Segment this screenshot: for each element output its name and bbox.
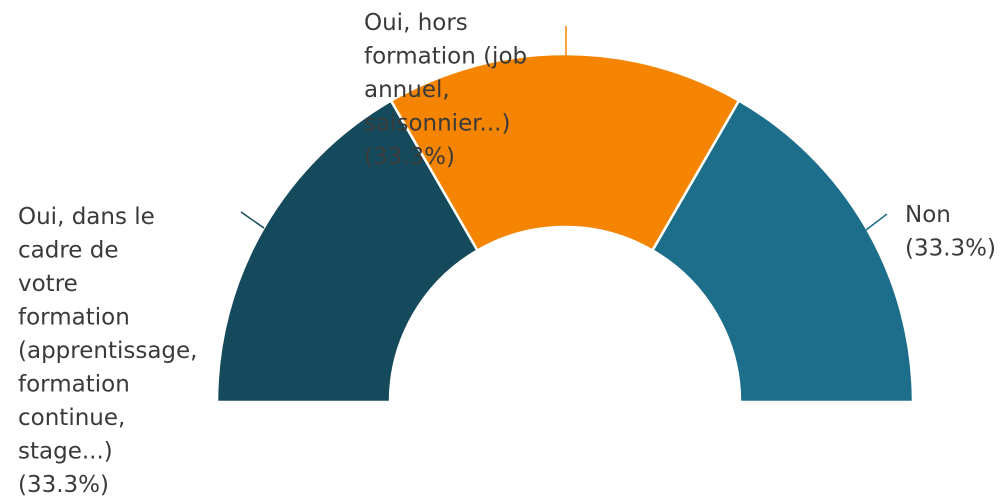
slice-label-1-line-0: Oui, hors [364,10,468,36]
slice-label-0-line-4: (apprentissage, [18,338,197,364]
slice-label-2-line-1: (33.3%) [905,236,996,262]
leader-lines-group [240,26,888,231]
slice-1 [389,52,741,253]
slice-label-1-line-1: formation (job [364,44,527,70]
slice-label-1: Oui, hors formation (job annuel, saisonnier… [364,10,527,170]
slice-label-0: Oui, dans le cadre de votre formation (appre… [18,204,197,498]
slice-label-0-line-1: cadre de [18,238,119,264]
slice-label-0-line-5: formation [18,372,130,398]
slice-0 [215,98,480,404]
slice-label-2-line-0: Non [905,202,951,228]
labels-group: Oui, dans le cadre de votre formation (appre… [18,10,996,498]
slice-label-0-line-6: continue, [18,405,125,431]
slice-label-0-line-0: Oui, dans le [18,204,155,230]
slice-label-0-line-8: (33.3%) [18,472,109,498]
slice-label-1-line-4: (33.3%) [364,144,455,170]
slice-label-1-line-2: annuel, [364,77,450,103]
slice-label-0-line-3: formation [18,305,130,331]
leader-line-0 [240,211,265,229]
slice-label-2: Non (33.3%) [905,202,996,262]
slices-group [215,52,915,404]
leader-line-2 [865,213,888,231]
slice-2 [650,98,915,404]
slice-label-1-line-3: saisonnier...) [364,111,510,137]
slice-label-0-line-7: stage...) [18,439,113,465]
slice-label-0-line-2: votre [18,271,78,297]
